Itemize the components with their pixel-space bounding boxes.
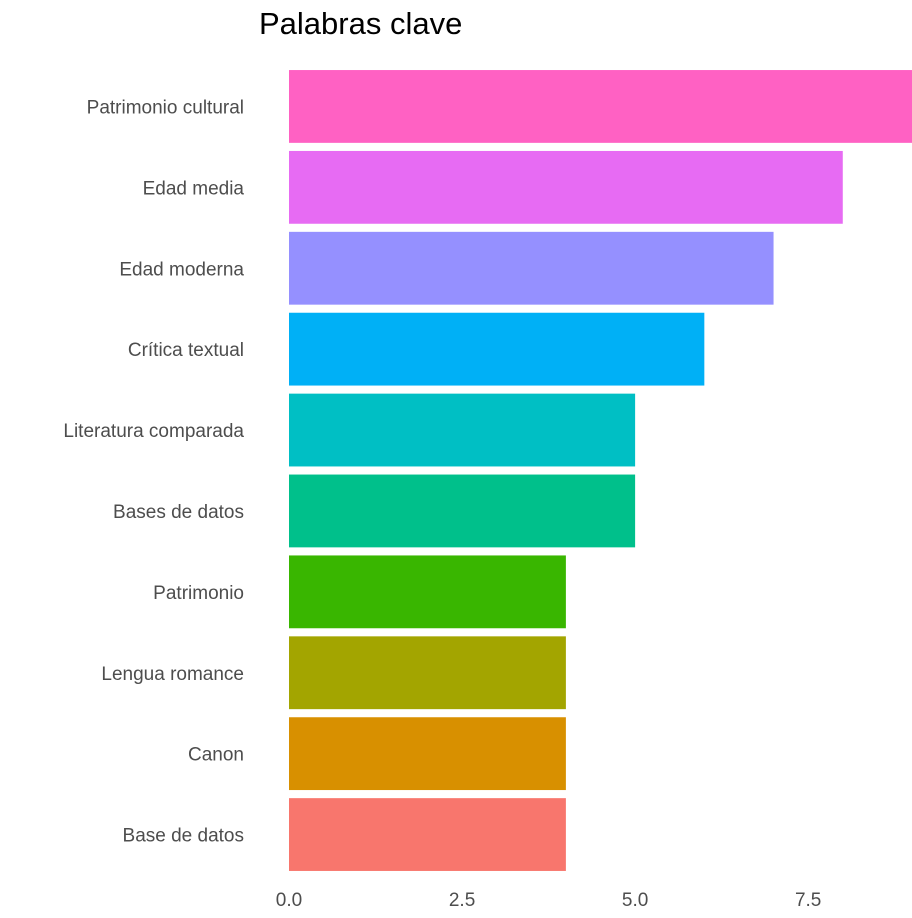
category-label: Crítica textual [128,340,244,361]
bar [289,798,566,871]
category-label: Base de datos [123,826,244,847]
bar [289,312,705,386]
bar [289,231,774,305]
bar [289,474,636,548]
chart-title: Palabras clave [259,6,462,41]
bar [289,717,566,791]
bar [289,636,566,710]
x-tick-label: 7.5 [795,890,821,911]
category-label: Patrimonio cultural [87,97,244,118]
category-label: Canon [188,745,244,766]
x-tick-label: 0.0 [276,890,302,911]
category-label: Edad moderna [119,259,244,280]
bars-group [289,70,912,871]
x-tick-label: 5.0 [622,890,648,911]
x-tick-labels-group: 0.0 2.5 5.0 7.5 [276,890,822,911]
bar [289,555,566,629]
category-label: Lengua romance [101,664,244,685]
x-tick-label: 2.5 [449,890,475,911]
category-labels-group: Patrimonio cultural Edad media Edad modern… [63,97,244,846]
bar [289,393,636,467]
category-label: Patrimonio [153,583,244,604]
bar [289,150,843,224]
bar [289,70,912,143]
category-label: Edad media [143,178,245,199]
category-label: Literatura comparada [63,421,244,442]
category-label: Bases de datos [113,502,244,523]
